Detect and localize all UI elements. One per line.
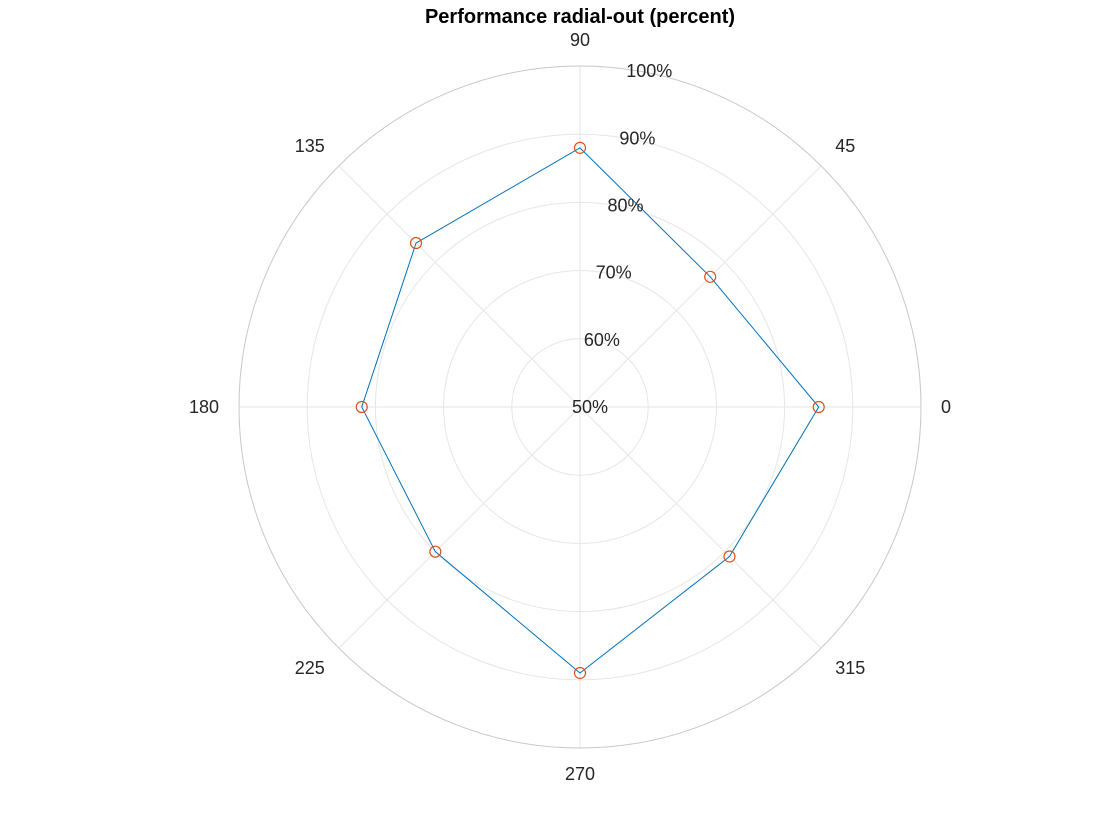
angle-gridline-45 — [579, 165, 822, 408]
angle-tick-label: 0 — [941, 397, 951, 417]
angle-tick-label: 180 — [189, 397, 219, 417]
angle-gridline-225 — [338, 406, 581, 649]
angle-tick-label: 270 — [565, 764, 595, 784]
angle-tick-label: 135 — [295, 136, 325, 156]
angle-tick-label: 90 — [570, 30, 590, 50]
series-layer — [355, 141, 825, 680]
radial-tick-label: 70% — [596, 263, 632, 283]
angle-tick-label: 45 — [835, 136, 855, 156]
series-line — [361, 147, 820, 674]
radial-tick-label: 50% — [572, 397, 608, 417]
data-point-135 — [409, 236, 423, 250]
data-point-270 — [573, 666, 587, 680]
angle-gridline-135 — [338, 165, 581, 408]
radial-tick-label: 80% — [608, 196, 644, 216]
radial-tick-label: 90% — [619, 128, 655, 148]
tick-labels: 50% 60% 70% 80% 90% 100% 0 45 90 135 180 225 270 315 — [189, 30, 951, 784]
angle-tick-label: 225 — [295, 658, 325, 678]
radial-gridline-80 — [374, 201, 786, 613]
data-point-90 — [573, 141, 587, 154]
radial-tick-label: 60% — [584, 330, 620, 350]
radial-gridline-70 — [443, 270, 717, 544]
angle-gridline-315 — [579, 406, 822, 649]
radial-tick-label: 100% — [626, 61, 672, 81]
data-point-0 — [812, 400, 825, 414]
data-point-225 — [429, 545, 442, 558]
polar-grid — [238, 65, 922, 749]
angle-tick-label: 315 — [835, 658, 865, 678]
chart-title: Performance radial-out (percent) — [425, 6, 735, 28]
data-point-45 — [704, 270, 717, 283]
radial-gridline-60 — [511, 338, 649, 476]
radial-gridline-100 — [238, 65, 922, 749]
radial-gridline-90 — [306, 133, 854, 681]
data-point-180 — [355, 400, 368, 414]
data-point-315 — [723, 550, 736, 563]
